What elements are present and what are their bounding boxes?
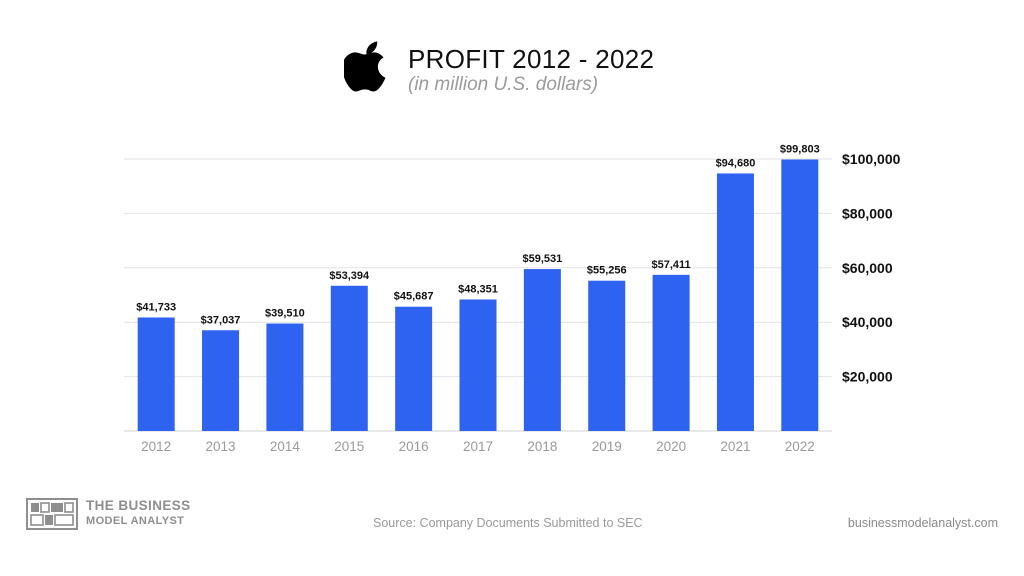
bar-2018 (523, 269, 561, 431)
y-tick-label: $20,000 (842, 369, 893, 385)
x-tick-label-2014: 2014 (270, 439, 301, 454)
data-label-2018: $59,531 (522, 253, 562, 265)
y-tick-label: $40,000 (842, 314, 893, 330)
data-label-2020: $57,411 (652, 259, 691, 271)
data-label-2012: $41,733 (136, 301, 176, 313)
bar-2013 (202, 330, 240, 431)
website-text: businessmodelanalyst.com (847, 516, 998, 530)
source-note: Source: Company Documents Submitted to S… (373, 516, 643, 530)
x-tick-label-2015: 2015 (334, 439, 364, 454)
apple-logo-icon (344, 41, 386, 92)
brand-name-line1: THE BUSINESS (86, 498, 191, 513)
x-tick-label-2020: 2020 (656, 439, 686, 454)
bar-2014 (266, 323, 304, 431)
x-tick-label-2017: 2017 (463, 439, 493, 454)
bar-2015 (330, 285, 368, 431)
bar-2012 (137, 317, 175, 431)
bar-2020 (652, 274, 690, 431)
data-label-2019: $55,256 (587, 265, 627, 277)
y-tick-label: $60,000 (842, 260, 893, 276)
chart-subtitle: (in million U.S. dollars) (408, 74, 599, 95)
bar-2019 (588, 280, 626, 431)
chart-title: PROFIT 2012 - 2022 (408, 44, 655, 74)
brand-name-line2: MODEL ANALYST (86, 515, 185, 527)
y-tick-label: $80,000 (842, 205, 893, 221)
x-tick-label-2013: 2013 (206, 439, 236, 454)
bar-2016 (395, 306, 433, 431)
data-label-2015: $53,394 (329, 270, 370, 282)
bar-2021 (716, 173, 754, 431)
x-tick-label-2019: 2019 (592, 439, 622, 454)
x-tick-label-2016: 2016 (399, 439, 429, 454)
x-tick-label-2022: 2022 (785, 439, 815, 454)
y-tick-label: $100,000 (842, 151, 901, 167)
x-tick-label-2012: 2012 (141, 439, 171, 454)
bar-2022 (781, 159, 819, 432)
x-tick-label-2018: 2018 (527, 439, 557, 454)
data-label-2016: $45,687 (394, 291, 434, 303)
business-model-analyst-logo-icon (26, 498, 78, 530)
bar-2017 (459, 299, 497, 431)
chart-header: PROFIT 2012 - 2022 (in million U.S. doll… (340, 36, 700, 100)
data-label-2022: $99,803 (780, 144, 820, 156)
data-label-2021: $94,680 (716, 157, 756, 169)
data-label-2014: $39,510 (265, 308, 305, 320)
data-label-2013: $37,037 (201, 314, 241, 326)
x-tick-label-2021: 2021 (720, 439, 750, 454)
data-label-2017: $48,351 (458, 283, 498, 295)
